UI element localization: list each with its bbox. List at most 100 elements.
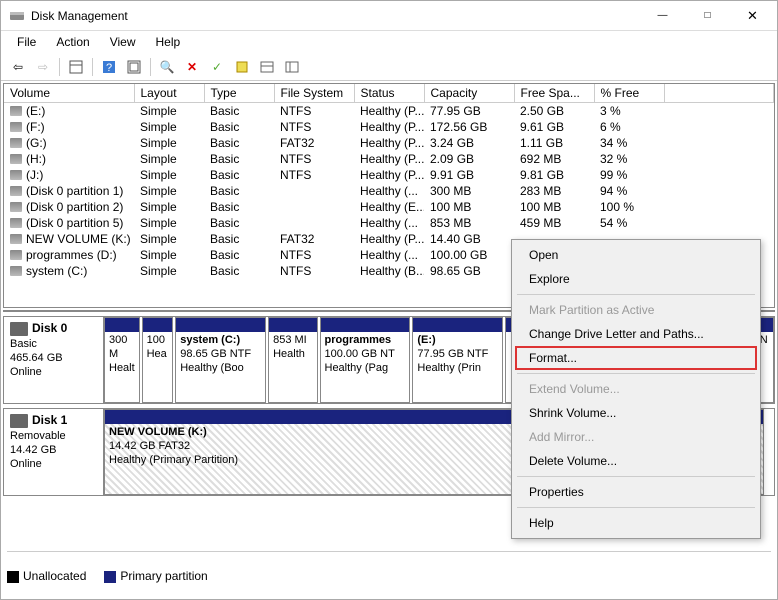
- col-pct-free[interactable]: % Free: [594, 84, 664, 103]
- volume-icon: [10, 234, 22, 244]
- menu-view[interactable]: View: [100, 33, 146, 51]
- partition[interactable]: 100Hea: [142, 317, 174, 403]
- menu-mark-active: Mark Partition as Active: [515, 298, 757, 322]
- volume-icon: [10, 122, 22, 132]
- forward-button[interactable]: ⇨: [32, 56, 54, 78]
- menu-properties[interactable]: Properties: [515, 480, 757, 504]
- menu-action[interactable]: Action: [46, 33, 99, 51]
- cell-status: Healthy (...: [354, 247, 424, 263]
- cell-status: Healthy (P...: [354, 135, 424, 151]
- disk-status: Online: [10, 458, 42, 470]
- cell-free: 100 MB: [514, 199, 594, 215]
- list2-button[interactable]: [281, 56, 303, 78]
- delete-button[interactable]: ✕: [181, 56, 203, 78]
- table-row[interactable]: (Disk 0 partition 2)SimpleBasicHealthy (…: [4, 199, 774, 215]
- maximize-button[interactable]: □: [685, 2, 730, 30]
- col-filesystem[interactable]: File System: [274, 84, 354, 103]
- menu-open[interactable]: Open: [515, 243, 757, 267]
- partition[interactable]: (E:)77.95 GB NTFHealthy (Prin: [412, 317, 503, 403]
- cell-capacity: 172.56 GB: [424, 119, 514, 135]
- cell-status: Healthy (P...: [354, 151, 424, 167]
- table-row[interactable]: (Disk 0 partition 5)SimpleBasicHealthy (…: [4, 215, 774, 231]
- volume-name: system (C:): [26, 264, 87, 278]
- legend-primary: Primary partition: [120, 569, 207, 583]
- cell-capacity: 9.91 GB: [424, 167, 514, 183]
- cell-layout: Simple: [134, 247, 204, 263]
- column-headers: Volume Layout Type File System Status Ca…: [4, 84, 774, 103]
- unallocated-swatch: [7, 571, 19, 583]
- minimize-button[interactable]: —: [640, 2, 685, 30]
- refresh-button[interactable]: [123, 56, 145, 78]
- context-menu: Open Explore Mark Partition as Active Ch…: [511, 239, 761, 539]
- partition-stripe: [176, 318, 265, 332]
- list1-button[interactable]: [256, 56, 278, 78]
- cell-fs: NTFS: [274, 247, 354, 263]
- cell-capacity: 98.65 GB: [424, 263, 514, 279]
- cell-pct: 32 %: [594, 151, 664, 167]
- partition[interactable]: system (C:)98.65 GB NTFHealthy (Boo: [175, 317, 266, 403]
- partition-status: Healthy (Primary Partition): [109, 454, 238, 466]
- volume-name: NEW VOLUME (K:): [26, 232, 131, 246]
- volume-icon: [10, 106, 22, 116]
- help-button[interactable]: ?: [98, 56, 120, 78]
- disk-label[interactable]: Disk 1Removable14.42 GBOnline: [4, 409, 104, 495]
- menu-help[interactable]: Help: [146, 33, 191, 51]
- rescan-button[interactable]: 🔍: [156, 56, 178, 78]
- volume-icon: [10, 250, 22, 260]
- col-capacity[interactable]: Capacity: [424, 84, 514, 103]
- menu-format[interactable]: Format...: [515, 346, 757, 370]
- cell-fs: NTFS: [274, 103, 354, 120]
- cell-layout: Simple: [134, 199, 204, 215]
- table-row[interactable]: (J:)SimpleBasicNTFSHealthy (P...9.91 GB9…: [4, 167, 774, 183]
- menu-delete-volume[interactable]: Delete Volume...: [515, 449, 757, 473]
- table-row[interactable]: (Disk 0 partition 1)SimpleBasicHealthy (…: [4, 183, 774, 199]
- table-row[interactable]: (E:)SimpleBasicNTFSHealthy (P...77.95 GB…: [4, 103, 774, 120]
- col-free-space[interactable]: Free Spa...: [514, 84, 594, 103]
- table-row[interactable]: (G:)SimpleBasicFAT32Healthy (P...3.24 GB…: [4, 135, 774, 151]
- col-layout[interactable]: Layout: [134, 84, 204, 103]
- view-button[interactable]: [65, 56, 87, 78]
- back-button[interactable]: ⇦: [7, 56, 29, 78]
- window-title: Disk Management: [31, 9, 640, 23]
- partition[interactable]: 853 MIHealth: [268, 317, 317, 403]
- check-button[interactable]: ✓: [206, 56, 228, 78]
- partition-stripe: [143, 318, 173, 332]
- menu-help[interactable]: Help: [515, 511, 757, 535]
- svg-text:?: ?: [106, 62, 112, 74]
- menu-explore[interactable]: Explore: [515, 267, 757, 291]
- cell-type: Basic: [204, 151, 274, 167]
- legend: Unallocated Primary partition: [7, 551, 771, 597]
- close-button[interactable]: ✕: [730, 2, 775, 30]
- disk-size: 14.42 GB: [10, 444, 56, 456]
- partition-stripe: [321, 318, 410, 332]
- disk-label[interactable]: Disk 0Basic465.64 GBOnline: [4, 317, 104, 403]
- cell-type: Basic: [204, 183, 274, 199]
- col-type[interactable]: Type: [204, 84, 274, 103]
- cell-status: Healthy (B...: [354, 263, 424, 279]
- partition[interactable]: 300 MHealt: [104, 317, 140, 403]
- table-row[interactable]: (F:)SimpleBasicNTFSHealthy (P...172.56 G…: [4, 119, 774, 135]
- partition-status: Health: [273, 348, 305, 360]
- cell-fs: FAT32: [274, 231, 354, 247]
- legend-unallocated: Unallocated: [23, 569, 86, 583]
- menu-file[interactable]: File: [7, 33, 46, 51]
- partition-size: 98.65 GB NTF: [180, 348, 251, 360]
- partition[interactable]: programmes100.00 GB NTHealthy (Pag: [320, 317, 411, 403]
- cell-status: Healthy (P...: [354, 119, 424, 135]
- volume-icon: [10, 202, 22, 212]
- disk-status: Online: [10, 366, 42, 378]
- cell-type: Basic: [204, 135, 274, 151]
- col-status[interactable]: Status: [354, 84, 424, 103]
- table-row[interactable]: (H:)SimpleBasicNTFSHealthy (P...2.09 GB6…: [4, 151, 774, 167]
- menu-extend: Extend Volume...: [515, 377, 757, 401]
- cell-pct: 34 %: [594, 135, 664, 151]
- cell-type: Basic: [204, 231, 274, 247]
- volume-name: (Disk 0 partition 1): [26, 184, 123, 198]
- partition-status: Healt: [109, 362, 135, 374]
- cell-capacity: 100.00 GB: [424, 247, 514, 263]
- menu-change-letter[interactable]: Change Drive Letter and Paths...: [515, 322, 757, 346]
- cell-pct: 99 %: [594, 167, 664, 183]
- col-volume[interactable]: Volume: [4, 84, 134, 103]
- menu-shrink[interactable]: Shrink Volume...: [515, 401, 757, 425]
- new-button[interactable]: [231, 56, 253, 78]
